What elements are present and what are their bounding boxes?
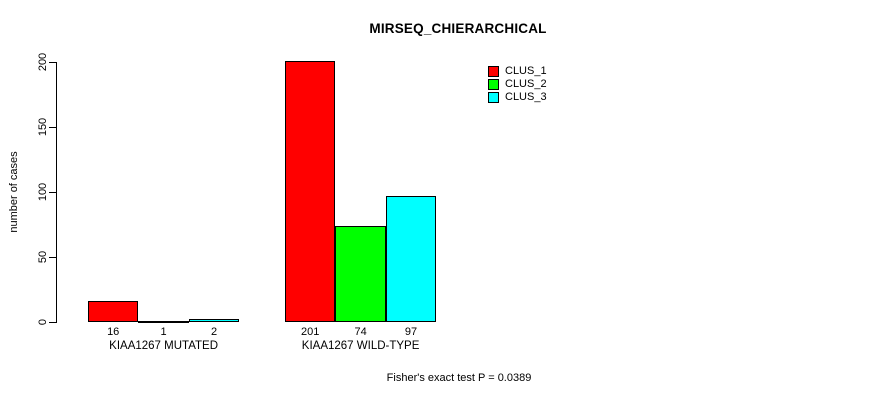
y-axis-tick xyxy=(49,61,57,63)
bar-value-label: 1 xyxy=(160,326,167,338)
legend-label-clus-1: CLUS_1 xyxy=(505,65,547,77)
stat-caption: Fisher's exact test P = 0.0389 xyxy=(386,372,532,384)
bar-value-label: 16 xyxy=(107,326,120,338)
chart-title: MIRSEQ_CHIERARCHICAL xyxy=(369,21,547,36)
y-axis-tick-label: 100 xyxy=(37,182,49,202)
bar-value-label: 201 xyxy=(301,326,320,338)
legend-label-clus-3: CLUS_3 xyxy=(505,91,547,103)
bar-clus-3-group1 xyxy=(188,319,240,322)
y-axis-tick xyxy=(49,321,57,323)
y-axis-tick xyxy=(49,126,57,128)
y-axis-tick-label: 0 xyxy=(37,318,49,326)
bar-clus-1-group2 xyxy=(285,60,336,322)
bar-clus-3-group2 xyxy=(385,195,437,322)
bar-clus-2-group2 xyxy=(335,225,386,322)
x-category-label-group2: KIAA1267 WILD-TYPE xyxy=(301,340,420,352)
y-axis-tick xyxy=(49,256,57,258)
y-axis-title: number of cases xyxy=(8,151,20,233)
y-axis-tick-label: 200 xyxy=(37,52,49,72)
legend-label-clus-2: CLUS_2 xyxy=(505,78,547,90)
bar-value-label: 97 xyxy=(404,326,418,338)
bar-value-label: 2 xyxy=(210,326,218,338)
bar-clus-1-group1 xyxy=(88,301,139,322)
bar-clus-2-group1 xyxy=(138,320,189,323)
legend-swatch-clus-1 xyxy=(488,66,499,77)
x-category-label-group1: KIAA1267 MUTATED xyxy=(109,340,219,352)
bar-value-label: 74 xyxy=(354,326,367,338)
y-axis-tick-label: 150 xyxy=(37,117,49,137)
y-axis-tick-label: 50 xyxy=(37,250,49,264)
legend-swatch-clus-3 xyxy=(488,92,499,103)
y-axis-tick xyxy=(49,191,57,193)
legend-swatch-clus-2 xyxy=(488,79,499,90)
